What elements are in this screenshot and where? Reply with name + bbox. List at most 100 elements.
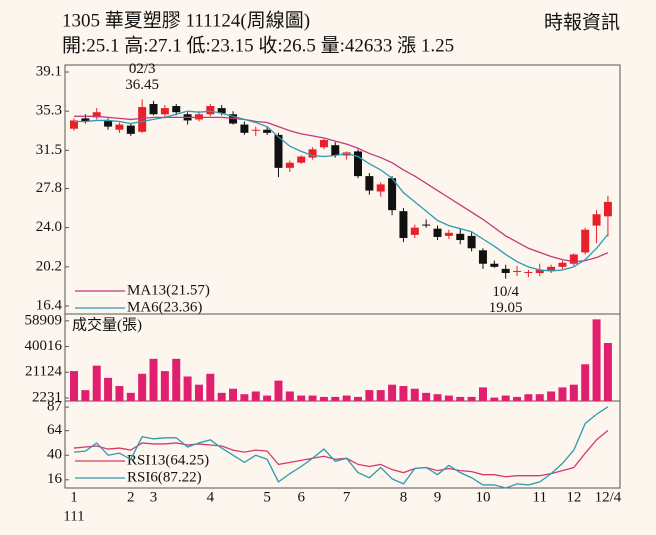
candle-body xyxy=(547,266,556,271)
candle-body xyxy=(456,233,465,241)
y-tick-label: 40 xyxy=(47,447,62,463)
bar xyxy=(444,395,453,401)
candle-body xyxy=(138,107,147,132)
bar xyxy=(422,392,431,401)
price-panel xyxy=(64,64,621,315)
y-tick-label: 16.4 xyxy=(36,297,63,313)
bar xyxy=(456,396,465,401)
bar xyxy=(126,392,135,401)
candle-body xyxy=(558,262,567,267)
annotation-date: 10/4 xyxy=(492,284,519,300)
bar xyxy=(592,319,601,401)
candle-body xyxy=(81,118,90,122)
y-tick-label: 16 xyxy=(47,471,63,487)
candle-body xyxy=(399,211,408,238)
legend-label: MA13(21.57) xyxy=(127,282,210,298)
bar xyxy=(149,358,158,401)
bar xyxy=(160,371,169,401)
bar xyxy=(70,371,78,401)
bar xyxy=(240,394,249,401)
bar xyxy=(104,377,113,401)
candle-body xyxy=(581,229,590,253)
y-tick-label: 2231 xyxy=(32,389,62,405)
candle-body xyxy=(149,103,158,115)
bar xyxy=(547,391,556,401)
chart-title: 1305 華夏塑膠 111124(周線圖) xyxy=(62,9,310,31)
bar xyxy=(217,392,226,401)
candle-body xyxy=(501,268,510,274)
candle-body xyxy=(376,184,385,192)
x-tick-label: 1 xyxy=(70,489,78,505)
candle-body xyxy=(422,224,431,226)
candle-body xyxy=(70,120,78,129)
candle-body xyxy=(251,129,260,131)
candle-body xyxy=(217,108,226,114)
candle-body xyxy=(160,108,169,115)
annotation-date: 02/3 xyxy=(129,61,156,77)
bar xyxy=(206,373,215,401)
y-tick-label: 20.2 xyxy=(36,258,62,274)
bar xyxy=(331,396,340,401)
legend-label: RSI13(64.25) xyxy=(127,452,209,468)
x-sublabel: 111 xyxy=(63,508,84,524)
source: 時報資訊 xyxy=(544,11,620,33)
candle-body xyxy=(285,162,294,168)
candle-body xyxy=(331,145,340,156)
x-tick-label: 10 xyxy=(475,489,490,505)
candle-body xyxy=(592,214,601,226)
bar xyxy=(81,390,90,401)
bar xyxy=(399,386,408,401)
y-tick-label: 24.0 xyxy=(36,219,62,235)
bar xyxy=(535,394,544,401)
line xyxy=(73,406,609,489)
legend-label: RSI6(87.22) xyxy=(127,469,202,485)
candle-body xyxy=(410,227,419,235)
candle-body xyxy=(490,263,499,267)
bar xyxy=(251,391,260,401)
x-tick-label: 9 xyxy=(434,489,442,505)
candle-body xyxy=(172,106,181,113)
bar xyxy=(342,395,351,401)
bar xyxy=(365,390,374,401)
bar xyxy=(172,358,181,401)
bar xyxy=(478,387,487,401)
bar xyxy=(569,384,578,401)
x-tick-label: 5 xyxy=(263,489,271,505)
bar xyxy=(263,395,272,401)
line xyxy=(73,429,609,478)
candle-body xyxy=(513,270,522,272)
bar xyxy=(388,384,397,401)
bar xyxy=(524,394,533,401)
y-tick-label: 87 xyxy=(47,399,63,415)
candle-body xyxy=(478,250,487,264)
candle-body xyxy=(308,149,317,158)
bar xyxy=(558,387,567,401)
x-tick-label: 12/4 xyxy=(595,489,622,505)
bar xyxy=(229,388,238,401)
bar xyxy=(92,365,101,401)
candle-body xyxy=(104,120,113,127)
candle-body xyxy=(365,176,374,191)
candle-body xyxy=(467,235,476,249)
candle-body xyxy=(603,201,612,217)
y-tick-label: 21124 xyxy=(25,364,62,380)
bar xyxy=(410,388,419,401)
volume-panel xyxy=(64,313,621,402)
candle-body xyxy=(569,254,578,264)
bar xyxy=(319,396,328,401)
candle-body xyxy=(126,125,135,134)
line xyxy=(74,115,609,263)
rsi-panel xyxy=(64,400,621,489)
y-tick-label: 27.8 xyxy=(36,180,62,196)
candle-body xyxy=(354,151,362,177)
x-tick-label: 3 xyxy=(150,489,158,505)
x-tick-label: 6 xyxy=(297,489,305,505)
annotation-value: 36.45 xyxy=(125,77,159,93)
bar xyxy=(183,376,192,401)
line xyxy=(74,110,609,272)
candle-body xyxy=(433,228,442,237)
candle-body xyxy=(535,269,544,274)
candle-body xyxy=(524,271,533,274)
bar xyxy=(513,396,522,401)
bar xyxy=(115,386,124,401)
